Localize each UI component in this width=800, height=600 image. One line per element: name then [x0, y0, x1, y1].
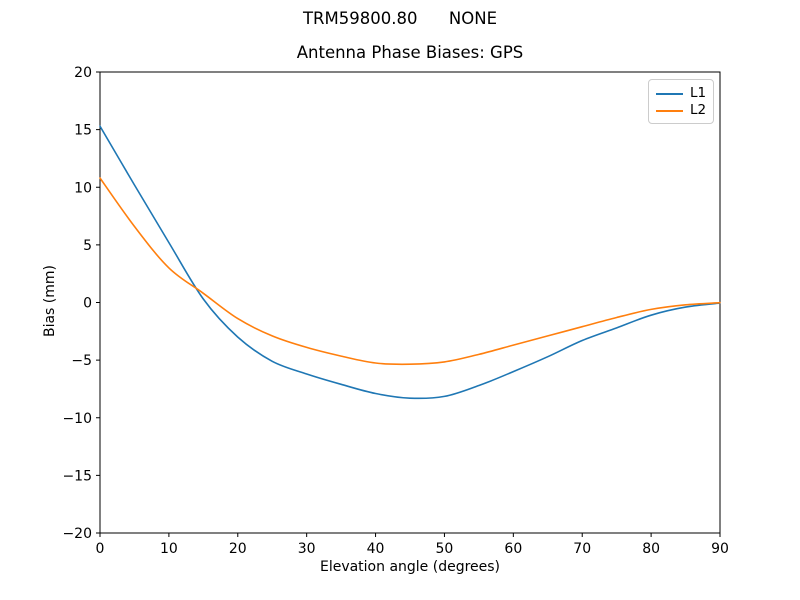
x-tick-label: 60 [504, 541, 522, 557]
x-tick-label: 80 [642, 541, 660, 557]
x-tick-label: 90 [711, 541, 729, 557]
series-line-l2 [99, 177, 721, 366]
x-tick-label: 10 [160, 541, 178, 557]
x-tick-label: 50 [436, 541, 454, 557]
y-tick-label: −20 [62, 526, 92, 542]
x-tick-label: 0 [96, 541, 105, 557]
legend-label-l1: L1 [690, 85, 707, 101]
x-tick-label: 70 [573, 541, 591, 557]
figure-suptitle: TRM59800.80 NONE [302, 9, 498, 28]
series-line-l1 [99, 125, 721, 400]
y-tick-label: 15 [74, 123, 92, 139]
x-tick-label: 30 [298, 541, 316, 557]
x-tick-label: 20 [229, 541, 247, 557]
y-tick-label: −15 [62, 468, 92, 484]
legend-label-l2: L2 [690, 102, 707, 118]
legend: L1 L2 [648, 79, 714, 124]
y-tick-label: 0 [83, 296, 92, 312]
x-axis-label: Elevation angle (degrees) [319, 559, 501, 575]
y-tick-label: 10 [74, 180, 92, 196]
y-tick-label: −10 [62, 411, 92, 427]
legend-line-sample-l1 [656, 92, 683, 95]
y-axis-label: Bias (mm) [42, 264, 58, 338]
x-tick-label: 40 [367, 541, 385, 557]
chart-title: Antenna Phase Biases: GPS [296, 43, 524, 62]
legend-item-l1: L1 [656, 86, 707, 101]
y-tick-label: 5 [83, 238, 92, 254]
plot-border [99, 71, 721, 534]
y-tick-label: −5 [71, 353, 92, 369]
legend-item-l2: L2 [656, 103, 707, 118]
legend-line-sample-l2 [656, 109, 683, 112]
y-tick-label: 20 [74, 65, 92, 81]
